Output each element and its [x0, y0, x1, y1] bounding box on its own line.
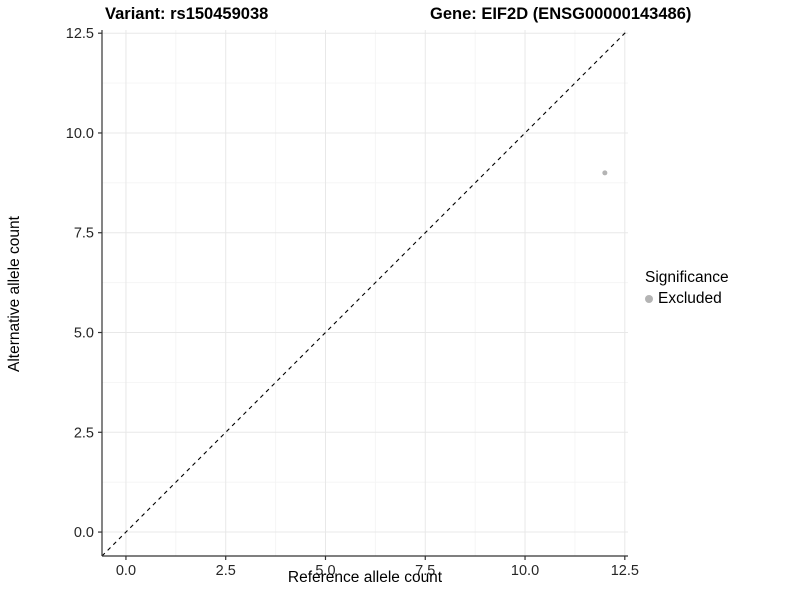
legend-title: Significance: [645, 269, 729, 286]
x-tick-label: 10.0: [511, 563, 539, 579]
legend-item-excluded: Excluded: [645, 290, 729, 307]
plot-title-variant: Variant: rs150459038: [105, 5, 269, 23]
y-tick-label: 2.5: [74, 425, 94, 441]
y-tick-label: 7.5: [74, 226, 94, 242]
x-axis-title: Reference allele count: [287, 569, 443, 586]
identity-line: [101, 29, 629, 557]
data-point: [602, 170, 608, 176]
legend-item-label: Excluded: [658, 290, 722, 307]
y-axis-title: Alternative allele count: [6, 216, 23, 372]
legend: Significance Excluded: [645, 269, 729, 307]
y-tick-label: 10.0: [66, 126, 94, 142]
y-tick-label: 0.0: [74, 525, 94, 541]
y-tick-label: 12.5: [66, 26, 94, 42]
y-tick-label: 5.0: [74, 326, 94, 342]
legend-point-icon: [645, 294, 653, 303]
x-tick-label: 5.0: [315, 563, 335, 579]
x-tick-label: 2.5: [216, 563, 236, 579]
x-tick-label: 0.0: [116, 563, 136, 579]
x-tick-label: 12.5: [611, 563, 639, 579]
plot-title-gene: Gene: EIF2D (ENSG00000143486): [430, 5, 692, 23]
x-tick-label: 7.5: [415, 563, 435, 579]
